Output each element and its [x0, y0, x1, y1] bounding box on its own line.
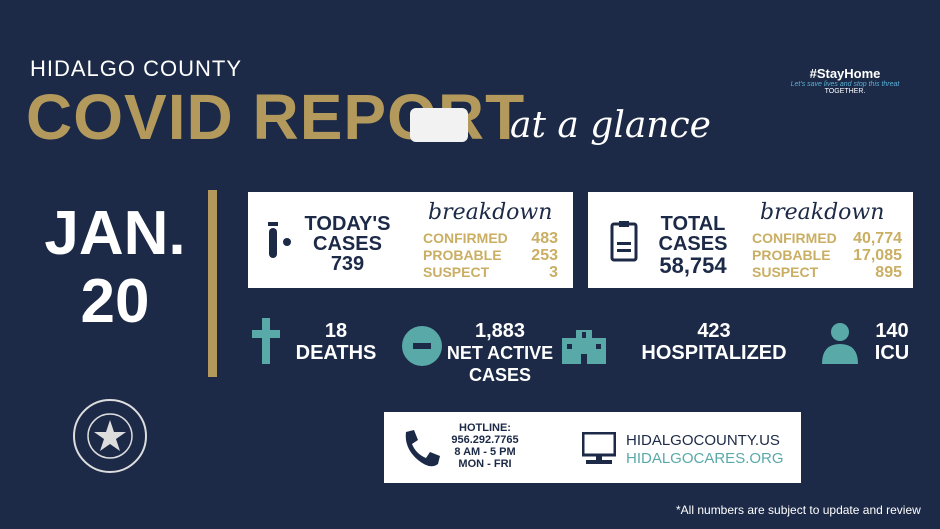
computer-icon [582, 432, 616, 464]
total-cases-total: 58,754 [659, 253, 727, 278]
total-breakdown: CONFIRMED 40,774 PROBABLE 17,085 SUSPECT 89… [752, 230, 902, 281]
date-day: 20 [80, 267, 150, 336]
doctor-icon [822, 323, 858, 364]
minus-circle-icon [402, 326, 442, 366]
tagline: Let's save lives and stop this threat [790, 81, 900, 88]
total-cases-card: TOTAL CASES 58,754 breakdown CONFIRMED 40… [588, 192, 913, 288]
date-month: JAN. [44, 199, 186, 268]
row-probable: PROBABLE 17,085 [752, 247, 902, 264]
breakdown-heading: breakdown [760, 200, 885, 225]
clipboard-icon [610, 221, 638, 262]
icu-stat: 140 ICU [874, 320, 910, 364]
active-cases-stat: 1,883 NET ACTIVE CASES [446, 320, 554, 385]
todays-cases-total: 739 [330, 253, 365, 275]
stay-home-badge: #StayHome Let's save lives and stop this… [790, 66, 900, 95]
hotline-phone[interactable]: 956.292.7765 [451, 434, 519, 446]
websites: HIDALGOCOUNTY.US HIDALGOCARES.ORG [626, 432, 784, 468]
together: TOGETHER. [824, 88, 866, 95]
divider [208, 190, 217, 377]
hashtag: #StayHome [809, 66, 881, 81]
footnote: *All numbers are subject to update and r… [676, 503, 921, 517]
deaths-stat: 18 DEATHS [295, 320, 377, 364]
hospital-icon [562, 330, 606, 364]
hotline-info: HOTLINE: 956.292.7765 8 AM - 5 PM MON - … [440, 422, 530, 470]
row-suspect: SUSPECT 895 [752, 264, 902, 281]
hospitalized-stat: 423 HOSPITALIZED [641, 320, 787, 364]
row-confirmed: CONFIRMED 483 [423, 230, 558, 247]
report-date: JAN. 20 [30, 200, 200, 336]
cross-icon [252, 318, 280, 364]
row-suspect: SUSPECT 3 [423, 264, 558, 281]
todays-cases-label: TODAY'S CASES 739 [300, 214, 395, 274]
todays-cases-card: TODAY'S CASES 739 breakdown CONFIRMED 483… [248, 192, 573, 288]
report-subtitle: at a glance [510, 105, 711, 146]
row-confirmed: CONFIRMED 40,774 [752, 230, 902, 247]
today-breakdown: CONFIRMED 483 PROBABLE 253 SUSPECT 3 [423, 230, 558, 281]
test-tube-icon [268, 222, 291, 258]
mask-icon [410, 108, 468, 142]
total-cases-label: TOTAL CASES 58,754 [648, 214, 738, 278]
county-seal-logo [73, 399, 147, 473]
link-hidalgocares[interactable]: HIDALGOCARES.ORG [626, 450, 784, 467]
row-probable: PROBABLE 253 [423, 247, 558, 264]
breakdown-heading: breakdown [428, 200, 553, 225]
phone-icon [405, 430, 440, 467]
contact-panel: HOTLINE: 956.292.7765 8 AM - 5 PM MON - … [384, 412, 801, 483]
link-hidalgocounty[interactable]: HIDALGOCOUNTY.US [626, 432, 780, 449]
county-name: HIDALGO COUNTY [30, 56, 243, 81]
